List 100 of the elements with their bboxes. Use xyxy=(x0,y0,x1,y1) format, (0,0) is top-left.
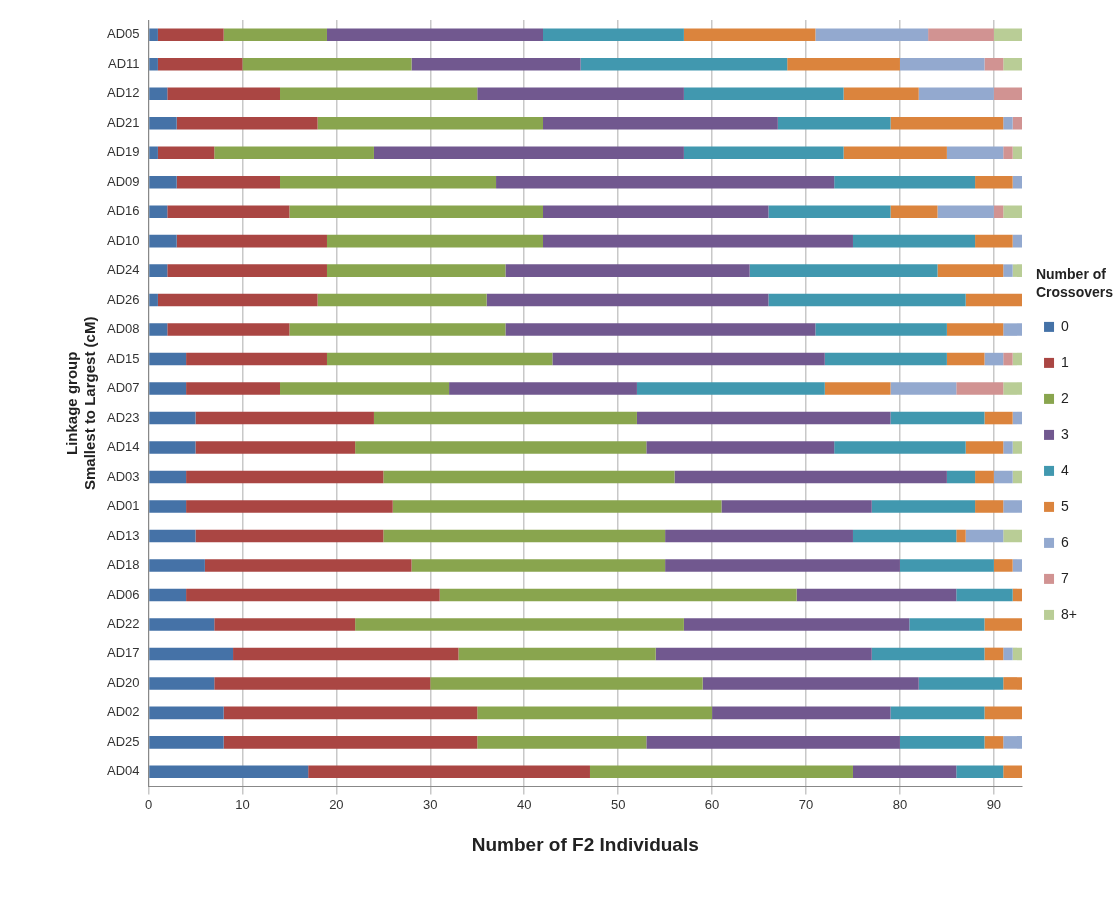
bar xyxy=(852,765,957,779)
bar xyxy=(956,529,966,543)
bar xyxy=(486,293,769,307)
bar xyxy=(1003,116,1013,130)
bar xyxy=(749,264,938,277)
bar xyxy=(1012,588,1023,602)
bar xyxy=(674,470,947,484)
bar xyxy=(157,28,224,42)
bar xyxy=(1012,647,1023,661)
bar xyxy=(975,470,994,484)
bar xyxy=(214,677,431,690)
bar xyxy=(543,28,684,42)
legend-label: 2 xyxy=(1061,389,1070,406)
bar xyxy=(777,116,891,130)
bar xyxy=(852,529,957,543)
x-tick-label: 50 xyxy=(610,796,626,812)
bar xyxy=(683,28,816,42)
bar xyxy=(636,382,825,395)
bar xyxy=(787,57,900,71)
bar xyxy=(411,559,666,572)
bar xyxy=(1012,352,1023,366)
bar xyxy=(890,116,1004,130)
bar xyxy=(890,706,985,720)
bar xyxy=(702,677,919,690)
x-tick-label: 70 xyxy=(798,796,814,812)
bar xyxy=(824,352,947,366)
bar xyxy=(176,234,327,248)
bar xyxy=(890,411,985,425)
bar xyxy=(589,765,853,779)
y-tick-label: AD02 xyxy=(106,704,140,720)
bar xyxy=(176,116,318,130)
bar xyxy=(646,736,900,749)
bar xyxy=(149,411,196,425)
legend-label: 8+ xyxy=(1061,605,1078,622)
bar xyxy=(665,559,900,572)
bar xyxy=(233,647,459,661)
bar xyxy=(477,736,647,749)
bar xyxy=(646,441,835,454)
y-tick-label: AD09 xyxy=(106,173,140,189)
y-tick-label: AD06 xyxy=(106,586,140,602)
bar xyxy=(149,28,158,42)
bar xyxy=(815,323,947,336)
bar xyxy=(355,618,684,631)
bar xyxy=(223,28,327,42)
bar xyxy=(946,323,1004,336)
bar xyxy=(383,470,675,484)
bar xyxy=(1003,500,1023,513)
bar xyxy=(326,234,544,248)
y-tick-label: AD22 xyxy=(106,616,140,632)
bar xyxy=(937,264,1004,277)
bar xyxy=(956,765,1004,779)
bar xyxy=(1003,765,1023,779)
bar xyxy=(149,264,168,277)
bar xyxy=(975,175,1013,189)
bar xyxy=(280,175,497,189)
y-tick-label: AD21 xyxy=(106,114,140,130)
bar xyxy=(965,441,1004,454)
bar xyxy=(149,293,158,307)
bar xyxy=(721,500,872,513)
bar xyxy=(665,529,853,543)
bar xyxy=(186,500,393,513)
bar xyxy=(946,146,1004,159)
bar xyxy=(411,57,581,71)
y-tick-label: AD13 xyxy=(106,527,140,543)
bar xyxy=(223,706,478,720)
bar xyxy=(149,647,234,661)
bar xyxy=(149,382,187,395)
bar xyxy=(1003,382,1023,395)
bar xyxy=(214,146,374,159)
bar xyxy=(204,559,412,572)
bar xyxy=(918,87,994,100)
bar xyxy=(956,588,1013,602)
bar xyxy=(655,647,872,661)
bar xyxy=(1003,323,1023,336)
bar xyxy=(984,411,1013,425)
bar xyxy=(149,352,187,366)
y-tick-label: AD10 xyxy=(106,232,140,248)
bar xyxy=(149,87,168,100)
x-tick-label: 30 xyxy=(423,796,438,812)
bar xyxy=(149,588,187,602)
x-tick-label: 0 xyxy=(144,796,153,812)
bar xyxy=(308,765,590,779)
bar xyxy=(984,736,1004,749)
bar xyxy=(176,175,281,189)
bar xyxy=(683,87,844,100)
bar xyxy=(1003,529,1023,543)
y-tick-label: AD23 xyxy=(106,409,140,425)
bar xyxy=(157,146,215,159)
bar xyxy=(149,677,215,690)
bar xyxy=(505,323,816,336)
bar xyxy=(149,529,196,543)
bar xyxy=(543,116,778,130)
bar xyxy=(834,441,966,454)
bar xyxy=(984,706,1023,720)
bar xyxy=(458,647,656,661)
y-tick-label: AD04 xyxy=(106,763,140,779)
bar xyxy=(326,264,506,277)
bar xyxy=(355,441,647,454)
y-tick-label: AD16 xyxy=(106,203,140,219)
legend-label: 6 xyxy=(1061,533,1070,550)
